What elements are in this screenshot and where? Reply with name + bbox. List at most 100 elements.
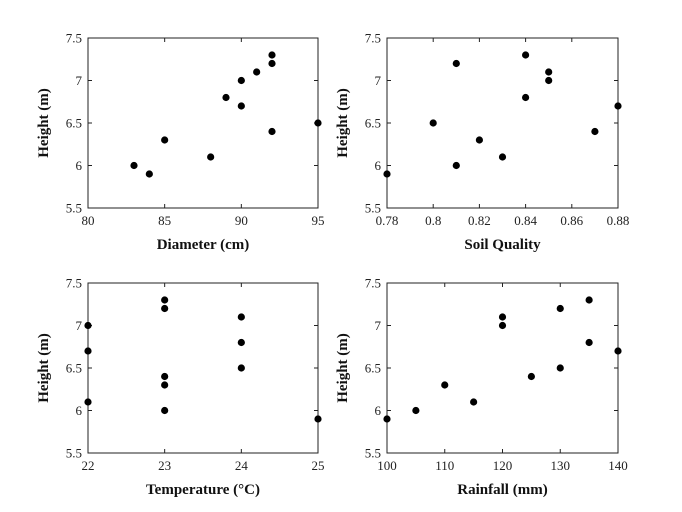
x-tick-label: 0.82 [468, 213, 491, 228]
x-tick-label: 140 [608, 458, 628, 473]
x-tick-label: 85 [158, 213, 171, 228]
x-tick-label: 110 [435, 458, 454, 473]
data-point [585, 338, 593, 347]
y-tick-label: 5.5 [66, 446, 82, 461]
data-point [268, 59, 276, 68]
data-point [475, 136, 483, 144]
data-point [470, 398, 478, 406]
data-point [383, 170, 391, 178]
y-tick-label: 5.5 [365, 201, 381, 216]
data-point [237, 313, 245, 321]
data-point [452, 59, 460, 68]
data-point [614, 102, 622, 110]
data-point [556, 364, 564, 372]
data-point [452, 161, 460, 170]
data-point [498, 153, 507, 161]
y-tick-label: 7 [375, 73, 382, 88]
x-tick-label: 0.78 [376, 213, 399, 228]
data-point [314, 415, 322, 423]
x-tick-label: 90 [235, 213, 248, 228]
y-tick-label: 5.5 [365, 446, 381, 461]
data-point [522, 51, 530, 59]
data-point [614, 347, 622, 355]
x-tick-label: 0.88 [607, 213, 630, 228]
data-point [268, 51, 276, 59]
y-tick-label: 6.5 [365, 116, 381, 131]
y-tick-label: 7 [375, 318, 382, 333]
x-axis-label: Soil Quality [464, 237, 541, 253]
data-point [585, 296, 593, 304]
y-tick-label: 6 [76, 403, 83, 418]
y-tick-label: 7 [76, 73, 83, 88]
data-point [222, 93, 230, 102]
data-point [268, 127, 276, 136]
y-tick-label: 7.5 [365, 31, 381, 46]
y-tick-label: 6.5 [365, 361, 381, 376]
data-point [314, 119, 322, 127]
x-tick-label: 22 [82, 458, 95, 473]
data-point [237, 102, 245, 110]
y-axis-label: Height (m) [335, 88, 351, 158]
subplot-rainfall-mm: 100 110 120 130 140 5.5 6 6.5 7 7.5 Rainfall (mm) H… [335, 276, 628, 499]
x-tick-label: 130 [551, 458, 571, 473]
data-point [161, 304, 169, 313]
x-tick-label: 24 [235, 458, 249, 473]
data-point [84, 347, 92, 355]
y-tick-label: 6.5 [66, 361, 82, 376]
data-point [161, 381, 169, 389]
data-point [237, 364, 245, 372]
y-axis-label: Height (m) [36, 333, 52, 403]
y-axis-label: Height (m) [36, 88, 52, 158]
data-point [84, 321, 92, 330]
data-point [237, 338, 245, 347]
data-point [383, 415, 391, 423]
x-tick-label: 100 [377, 458, 397, 473]
data-point [161, 406, 169, 415]
data-point [522, 93, 530, 102]
data-point [161, 296, 169, 304]
data-point [591, 127, 599, 136]
y-tick-label: 5.5 [66, 201, 82, 216]
x-axis-label: Temperature (°C) [146, 482, 260, 498]
x-tick-label: 25 [312, 458, 325, 473]
y-tick-label: 6 [375, 158, 382, 173]
y-tick-label: 6 [375, 403, 382, 418]
x-tick-label: 23 [158, 458, 171, 473]
y-tick-label: 7.5 [66, 31, 82, 46]
data-point [498, 321, 507, 330]
y-tick-label: 7 [76, 318, 83, 333]
x-tick-label: 80 [82, 213, 95, 228]
x-tick-label: 0.86 [560, 213, 583, 228]
data-point [130, 161, 138, 170]
x-axis-label: Diameter (cm) [157, 237, 250, 253]
x-tick-label: 95 [312, 213, 325, 228]
data-point [441, 381, 449, 389]
data-point [161, 372, 169, 381]
data-point [161, 136, 169, 144]
subplot-soil-quality: 0.78 0.8 0.82 0.84 0.86 0.88 5.5 6 6.5 7 7.5 Soil Q… [335, 31, 629, 254]
data-point [556, 304, 564, 313]
y-tick-label: 6 [76, 158, 83, 173]
x-tick-label: 120 [493, 458, 513, 473]
data-point [84, 398, 92, 406]
data-point [145, 170, 153, 178]
data-point [545, 68, 553, 76]
data-point [253, 68, 261, 76]
data-point [527, 372, 535, 381]
subplot-temperature-c: 22 23 24 25 5.5 6 6.5 7 7.5 Temperature (°C) Heigh… [36, 276, 325, 499]
data-point [207, 153, 215, 161]
y-axis-label: Height (m) [335, 333, 351, 403]
x-tick-label: 0.8 [425, 213, 441, 228]
data-point [545, 76, 553, 85]
x-tick-label: 0.84 [514, 213, 537, 228]
x-axis-label: Rainfall (mm) [457, 482, 547, 498]
data-point [237, 76, 245, 85]
y-tick-label: 7.5 [365, 276, 381, 291]
y-tick-label: 7.5 [66, 276, 82, 291]
data-point [429, 119, 437, 127]
data-point [498, 313, 507, 321]
subplot-diameter-cm: 80 85 90 95 5.5 6 6.5 7 7.5 Diameter (cm) Height (… [36, 31, 325, 254]
y-tick-label: 6.5 [66, 116, 82, 131]
